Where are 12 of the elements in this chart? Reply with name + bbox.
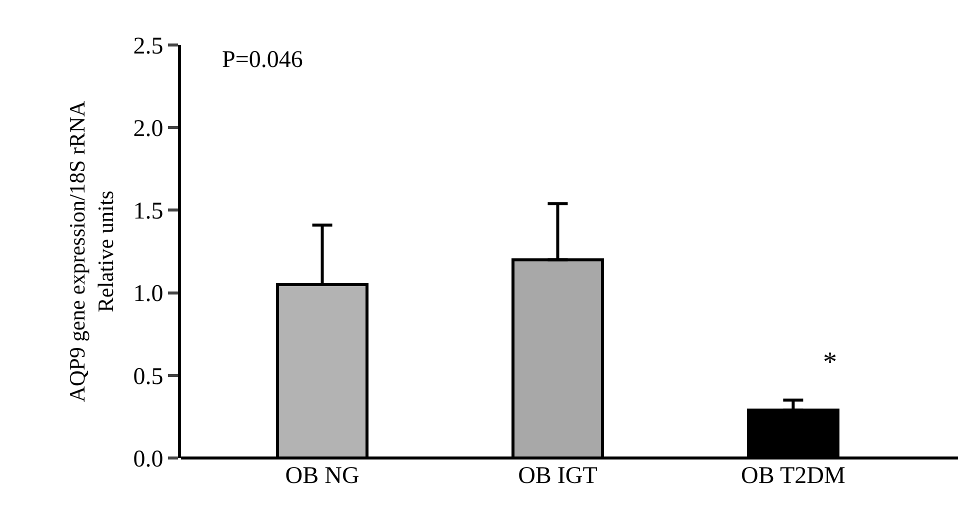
y-tick-label: 0.0	[133, 446, 164, 472]
y-tick-label: 2.0	[133, 116, 164, 142]
y-axis-title: AQP9 gene expression/18S rRNA Relative units	[64, 100, 118, 402]
y-tick-label: 1.5	[133, 198, 164, 225]
x-tick-label: OB IGT	[518, 463, 598, 489]
y-tick-label: 1.0	[133, 281, 164, 308]
y-tick-label: 0.5	[133, 364, 164, 390]
y-tick-label: 2.5	[133, 33, 164, 60]
annotation: *	[823, 347, 837, 378]
x-tick-label: OB T2DM	[741, 463, 846, 489]
x-tick-label: OB NG	[285, 463, 360, 489]
annotation: P=0.046	[222, 47, 303, 73]
